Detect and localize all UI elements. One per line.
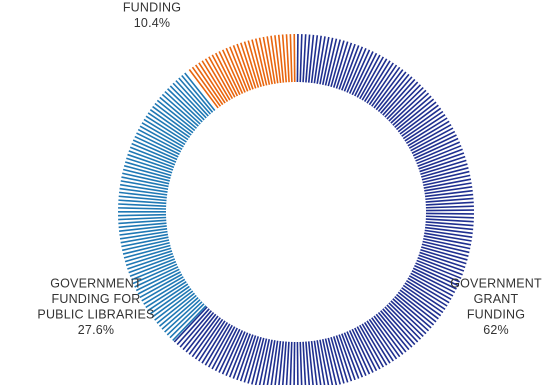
slice-category-label-line: FUNDING: [467, 308, 525, 322]
slice-1-hatch-line: [426, 219, 474, 222]
slice-2-hatch-line: [118, 204, 166, 206]
slice-1: [174, 34, 474, 385]
slice-1-hatch-line: [426, 213, 474, 214]
slice-2-hatch-line: [118, 208, 166, 209]
slice-1-hatch-line: [300, 34, 302, 82]
slice-category-label-line: PUBLIC LIBRARIES: [37, 308, 154, 322]
slice-3: [189, 34, 294, 108]
slice-1-hatch-line: [303, 342, 306, 385]
slice-2-hatch-line: [118, 220, 166, 223]
slice-2-hatch-line: [118, 215, 166, 216]
slice-1-hatch-line: [290, 342, 292, 385]
slice-1-hatch-line: [286, 342, 289, 385]
slice-1-hatch-line: [426, 206, 474, 208]
slice-category-label-line: FUNDING: [123, 1, 181, 15]
slice-1-hatch-line: [426, 210, 474, 211]
slice-category-label-line: GOVERNMENT: [50, 277, 142, 291]
slice-1-hatch-line: [300, 342, 302, 385]
slice-category-label-line: FUNDING FOR: [52, 292, 141, 306]
slice-3-hatch-line: [286, 34, 289, 82]
slice-2-hatch-line: [118, 218, 166, 220]
slice-value-label: 10.4%: [134, 16, 170, 30]
slice-3-hatch-line: [290, 34, 292, 82]
slice-1-hatch-line: [303, 34, 306, 82]
slice-value-label: 27.6%: [78, 323, 114, 337]
slice-value-label: 62%: [483, 323, 509, 337]
slices-layer: [118, 34, 474, 385]
slice-1-hatch-line: [297, 342, 298, 385]
slice-1-hatch-line: [294, 342, 295, 385]
slice-category-label-line: GOVERNMENT: [450, 277, 542, 291]
slice-1-hatch-line: [426, 202, 474, 205]
slice-3-label: SELF-GENERATEDFUNDING10.4%: [94, 0, 209, 30]
slice-1-hatch-line: [297, 34, 298, 82]
slice-category-label-line: GRANT: [474, 292, 519, 306]
slice-1-hatch-line: [426, 216, 474, 218]
slice-1-hatch-line: [186, 314, 216, 352]
